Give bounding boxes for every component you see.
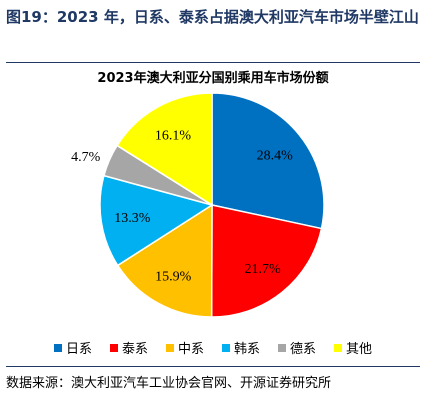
legend-label: 德系 bbox=[290, 342, 317, 357]
slice-data-label-3: 13.3% bbox=[114, 211, 151, 226]
legend-swatch bbox=[53, 343, 62, 352]
footer-divider bbox=[6, 366, 420, 367]
legend-label: 韩系 bbox=[234, 342, 261, 357]
pie-slice-1 bbox=[210, 204, 323, 318]
figure-title: 图19：2023 年，日系、泰系占据澳大利亚汽车市场半壁江山 bbox=[6, 8, 419, 26]
legend-item-5: 其他 bbox=[334, 338, 372, 357]
legend-item-2: 中系 bbox=[165, 338, 204, 357]
legend-swatch bbox=[334, 343, 343, 352]
pie-slice-5 bbox=[116, 92, 213, 207]
legend-item-4: 德系 bbox=[278, 338, 316, 357]
chart-legend: 日系 泰系 中系 韩系 德系 其他 bbox=[0, 338, 426, 357]
slice-data-label-5: 16.1% bbox=[155, 128, 192, 143]
slice-data-label-1: 21.7% bbox=[244, 262, 281, 277]
legend-item-3: 韩系 bbox=[222, 338, 260, 357]
header-divider bbox=[6, 62, 420, 63]
legend-label: 泰系 bbox=[121, 342, 148, 357]
chart-title: 2023年澳大利亚分国别乘用车市场份额 bbox=[97, 71, 329, 86]
legend-label: 其他 bbox=[346, 342, 373, 357]
legend-item-1: 泰系 bbox=[109, 338, 148, 357]
legend-label: 日系 bbox=[65, 342, 92, 357]
legend-label: 中系 bbox=[177, 342, 204, 357]
legend-swatch bbox=[109, 343, 118, 352]
legend-swatch bbox=[165, 343, 174, 352]
slice-data-label-0: 28.4% bbox=[257, 148, 294, 163]
pie-slice-2 bbox=[116, 203, 213, 318]
pie-slice-0 bbox=[211, 92, 325, 230]
slice-data-label-4: 4.7% bbox=[71, 150, 101, 165]
legend-swatch bbox=[222, 343, 230, 352]
source-note: 数据来源：澳大利亚汽车工业协会官网、开源证券研究所 bbox=[6, 376, 332, 391]
legend-swatch bbox=[278, 343, 287, 352]
slice-data-label-2: 15.9% bbox=[155, 270, 192, 285]
legend-item-0: 日系 bbox=[53, 338, 92, 357]
